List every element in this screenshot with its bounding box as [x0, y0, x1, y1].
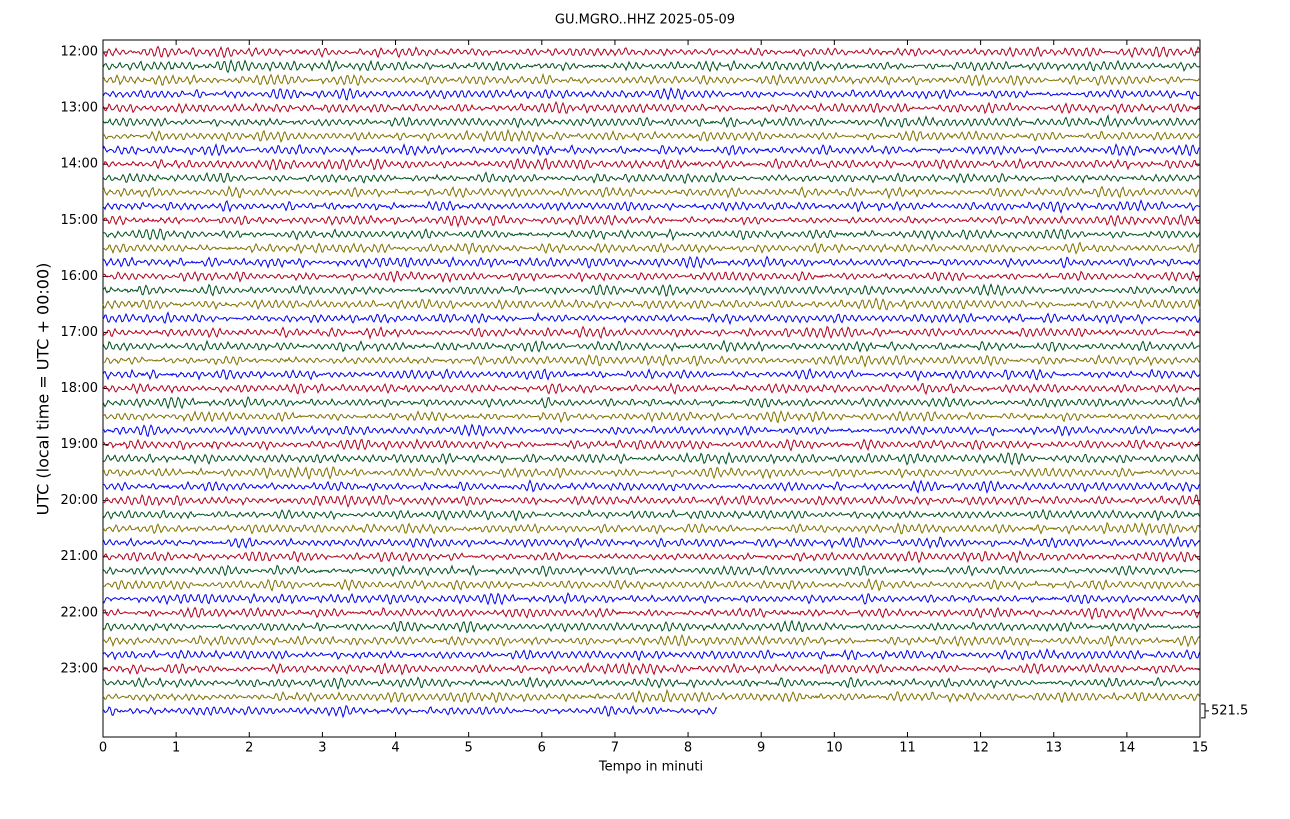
trace: [102, 58, 1201, 74]
trace: [102, 705, 718, 719]
y-tick-label: 18:00: [61, 381, 98, 396]
y-tick-label: 23:00: [61, 661, 98, 676]
trace: [102, 451, 1201, 466]
trace: [102, 325, 1201, 340]
x-tick-label: 7: [611, 741, 619, 756]
y-tick-label: 13:00: [61, 101, 98, 116]
y-tick-label: 16:00: [61, 269, 98, 284]
y-axis-label: UTC (local time = UTC + 00:00): [34, 263, 53, 516]
trace: [102, 143, 1201, 157]
x-tick-label: 2: [245, 741, 253, 756]
x-tick-label: 5: [465, 741, 473, 756]
trace: [102, 72, 1201, 87]
x-tick-label: 15: [1192, 741, 1209, 756]
y-tick-label: 21:00: [61, 549, 98, 564]
y-tick-label: 22:00: [61, 605, 98, 620]
trace: [102, 282, 1201, 297]
x-axis-label: Tempo in minuti: [598, 760, 703, 775]
scale-bracket: [1201, 703, 1209, 719]
trace: [102, 689, 1201, 704]
trace: [102, 227, 1201, 242]
trace: [102, 45, 1201, 59]
x-tick-label: 10: [826, 741, 843, 756]
trace: [102, 213, 1201, 228]
trace: [102, 339, 1201, 353]
trace: [102, 661, 1201, 676]
y-tick-label: 15:00: [61, 213, 98, 228]
y-tick-label: 17:00: [61, 325, 98, 340]
trace: [102, 171, 1201, 185]
trace: [102, 676, 1201, 691]
trace: [102, 521, 1201, 537]
trace: [102, 550, 1201, 564]
x-tick-label: 0: [99, 741, 107, 756]
y-tick-label: 20:00: [61, 493, 98, 508]
trace: [102, 241, 1201, 256]
trace: [102, 367, 1201, 382]
x-tick-label: 4: [391, 741, 399, 756]
trace: [102, 353, 1201, 368]
y-tick-label: 19:00: [61, 437, 98, 452]
trace: [102, 577, 1201, 592]
trace: [102, 409, 1201, 424]
trace: [102, 185, 1201, 200]
x-tick-label: 3: [318, 741, 326, 756]
y-tick-label: 14:00: [61, 157, 98, 172]
y-tick-label: 12:00: [61, 45, 98, 60]
trace: [102, 423, 1201, 438]
trace: [102, 101, 1201, 115]
trace: [102, 128, 1201, 144]
trace: [102, 270, 1201, 284]
x-tick-label: 12: [972, 741, 989, 756]
x-tick-label: 8: [684, 741, 692, 756]
trace: [102, 647, 1201, 662]
trace: [102, 114, 1201, 129]
trace: [102, 592, 1201, 606]
trace: [102, 633, 1201, 648]
scale-label: 521.5: [1211, 703, 1248, 718]
trace: [102, 465, 1201, 481]
x-tick-label: 13: [1045, 741, 1062, 756]
trace: [102, 606, 1201, 621]
trace: [102, 535, 1201, 550]
trace: [102, 297, 1201, 311]
trace: [102, 311, 1201, 326]
x-tick-label: 1: [172, 741, 180, 756]
trace: [102, 86, 1201, 101]
x-tick-label: 14: [1119, 741, 1136, 756]
trace: [102, 255, 1201, 269]
trace: [102, 508, 1201, 522]
chart-title: GU.MGRO..HHZ 2025-05-09: [555, 13, 735, 28]
trace: [102, 438, 1201, 452]
trace: [102, 494, 1201, 508]
trace: [102, 564, 1201, 578]
trace: [102, 157, 1201, 171]
trace: [102, 619, 1201, 634]
trace: [102, 199, 1201, 214]
trace: [102, 395, 1201, 410]
trace: [102, 479, 1201, 494]
x-tick-label: 9: [757, 741, 765, 756]
x-tick-label: 11: [899, 741, 916, 756]
x-tick-label: 6: [538, 741, 546, 756]
trace: [102, 382, 1201, 396]
